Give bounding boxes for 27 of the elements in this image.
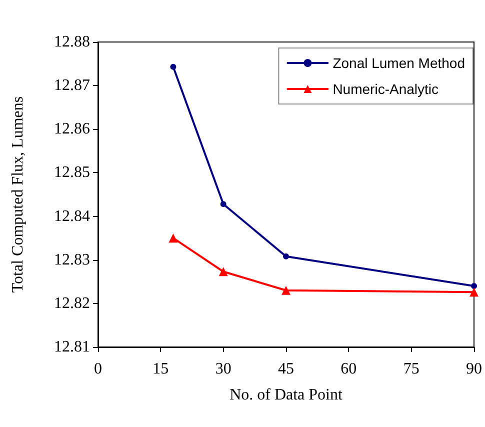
x-tick-label: 30 <box>215 360 232 378</box>
legend-label: Zonal Lumen Method <box>332 55 466 71</box>
point <box>220 201 226 208</box>
y-tick-label: 12.88 <box>54 34 90 50</box>
point <box>170 64 176 70</box>
point <box>282 286 290 295</box>
x-tick-label: 45 <box>278 360 294 378</box>
point <box>283 253 289 260</box>
y-tick-label: 12.87 <box>54 77 90 94</box>
y-tick-label: 12.85 <box>54 164 90 182</box>
point <box>218 267 228 276</box>
x-tick-label: 60 <box>340 360 357 378</box>
point <box>471 283 477 289</box>
x-tick-label: 0 <box>94 360 102 378</box>
y-axis-title: Total Computed Flux, Lumens <box>10 96 26 293</box>
y-tick-label: 12.86 <box>54 120 90 138</box>
y-tick-label: 12.82 <box>54 294 90 312</box>
x-tick-label: 90 <box>466 360 482 378</box>
legend-label: Numeric-Analytic <box>332 81 439 97</box>
y-tick-label: 12.83 <box>54 251 90 268</box>
x-tick-label: 15 <box>152 360 169 378</box>
point <box>168 234 178 243</box>
x-axis-title: No. of Data Point <box>230 386 343 404</box>
point <box>470 288 478 297</box>
y-tick-label: 12.81 <box>54 338 90 356</box>
y-tick-label: 12.84 <box>54 208 90 225</box>
x-tick-label: 75 <box>403 360 420 378</box>
